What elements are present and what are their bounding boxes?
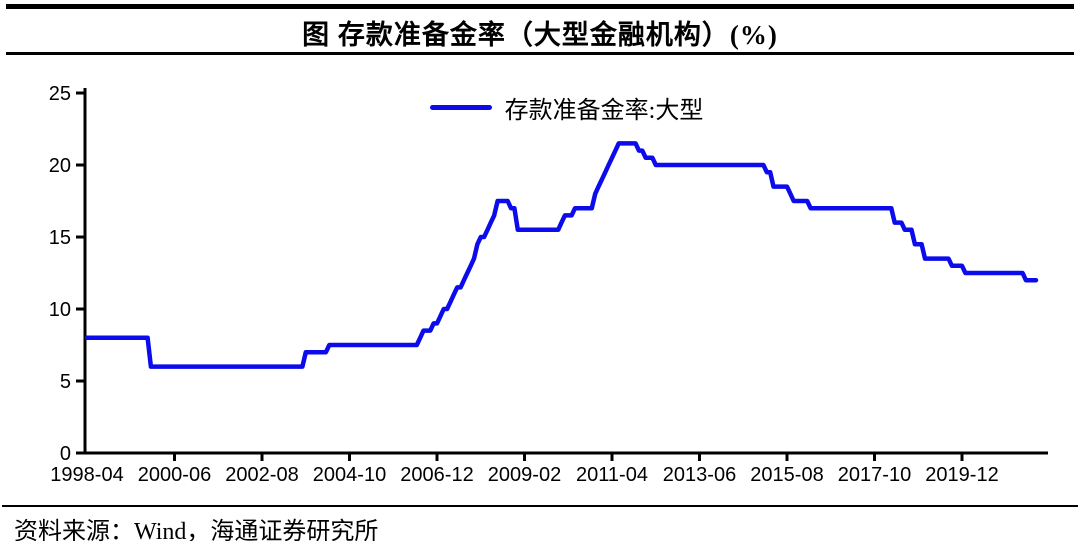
title-divider-rule <box>6 52 1074 55</box>
x-tick-label: 2013-06 <box>663 464 736 486</box>
y-tick-label: 0 <box>60 443 71 465</box>
x-tick-label: 2009-02 <box>488 464 561 486</box>
chart-title: 图 存款准备金率（大型金融机构）(%) <box>302 20 778 50</box>
x-tick-label: 2002-08 <box>225 464 298 486</box>
y-tick-label: 15 <box>49 227 71 249</box>
y-tick-label: 20 <box>49 155 71 177</box>
axes <box>83 88 1048 455</box>
footer-rule <box>2 505 1078 507</box>
x-tick-label: 2000-06 <box>138 464 211 486</box>
x-tick-label: 2015-08 <box>750 464 823 486</box>
x-tick-label: 2019-12 <box>925 464 998 486</box>
y-tick-label: 10 <box>49 299 71 321</box>
x-tick-label: 2006-12 <box>400 464 473 486</box>
legend: 存款准备金率:大型 <box>85 90 1048 125</box>
legend-line-swatch <box>429 105 492 110</box>
series-line <box>84 141 1039 369</box>
x-tick-label: 2017-10 <box>838 464 911 486</box>
x-tick-label: 1998-04 <box>50 464 123 486</box>
top-rule <box>6 4 1074 9</box>
x-tick-label: 2011-04 <box>576 464 648 486</box>
legend-label: 存款准备金率:大型 <box>504 98 704 124</box>
source-note: 资料来源：Wind，海通证券研究所 <box>14 519 379 541</box>
y-tick-label: 25 <box>49 83 71 105</box>
y-tick-label: 5 <box>60 371 71 393</box>
x-tick-label: 2004-10 <box>313 464 386 486</box>
